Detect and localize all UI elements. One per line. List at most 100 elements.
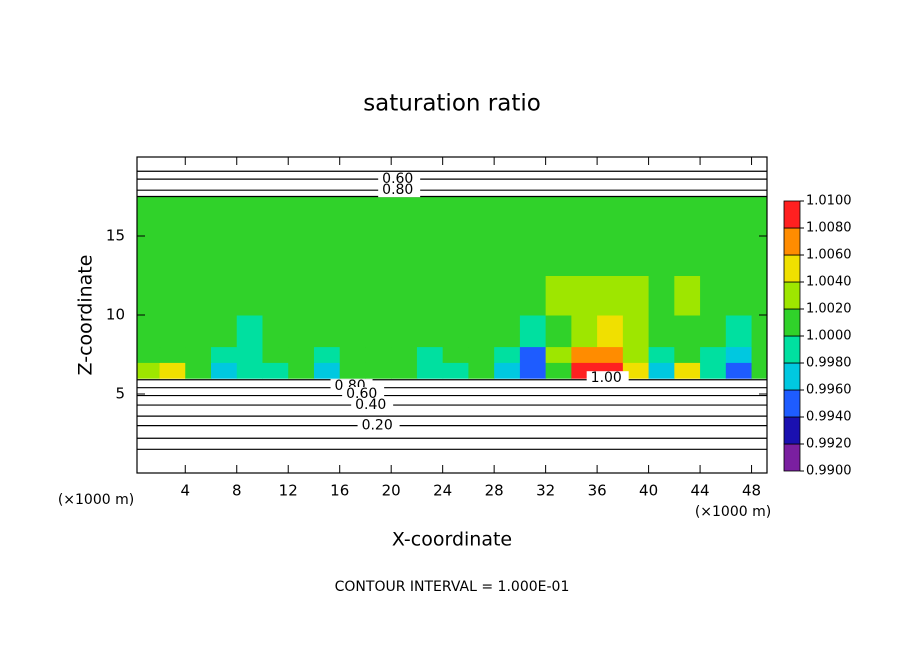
field (137, 196, 767, 379)
contour-interval-note: CONTOUR INTERVAL = 1.000E-01 (335, 579, 570, 595)
field-cell (622, 275, 650, 316)
field-cell (674, 362, 701, 379)
field-cell (159, 196, 186, 237)
field-cell (236, 196, 263, 237)
field-cell (622, 236, 650, 276)
field-cell (365, 346, 392, 363)
x-tick-label: 24 (433, 482, 452, 500)
field-cell (622, 315, 650, 348)
field-cell (648, 315, 675, 348)
field-cell (622, 346, 650, 363)
field-cell (674, 236, 701, 276)
field-cell (597, 236, 624, 276)
field-cell (416, 362, 444, 379)
field-cell (519, 236, 547, 276)
contour-label: 0.60 (382, 171, 413, 187)
field-cell (391, 362, 418, 379)
field-cell (700, 236, 727, 276)
y-tick-label: 10 (106, 306, 125, 324)
colorbar-swatch (783, 416, 801, 445)
field-cell (365, 315, 392, 348)
x-tick-label: 40 (639, 482, 658, 500)
field-cell (211, 236, 238, 276)
field-cell (159, 362, 186, 379)
field-cell (416, 346, 444, 363)
field-cell (159, 236, 186, 276)
colorbar-label: 0.9920 (806, 437, 852, 452)
field-cell (674, 315, 701, 348)
field-cell (365, 362, 392, 379)
x-unit-label: (×1000 m) (695, 504, 771, 520)
field-cell (519, 196, 547, 237)
field-cell (545, 196, 572, 237)
field-cell (648, 362, 675, 379)
y-axis-label: Z-coordinate (75, 255, 97, 376)
field-cell (288, 196, 315, 237)
colorbar-label: 1.0040 (806, 275, 852, 290)
field-cell (211, 362, 238, 379)
field-cell (700, 315, 727, 348)
field-cell (391, 196, 418, 237)
x-tick-label: 12 (279, 482, 298, 500)
colorbar-swatch (783, 389, 801, 418)
field-cell (494, 275, 521, 316)
field-cell (365, 275, 392, 316)
contour-label: 0.60 (346, 386, 377, 402)
field-cell (545, 236, 572, 276)
field-cell (236, 362, 263, 379)
field-cell (339, 236, 366, 276)
field-cell (519, 275, 547, 316)
field-cell (674, 196, 701, 237)
field-cell (725, 196, 753, 237)
field-cell (725, 362, 753, 379)
colorbar-swatch (783, 200, 801, 229)
contour-label: 1.00 (591, 370, 622, 386)
contour-label-bg (586, 371, 629, 386)
field-cell (185, 315, 212, 348)
colorbar-label: 0.9900 (806, 464, 852, 479)
colorbar-label: 1.0060 (806, 248, 852, 263)
field-cell (468, 236, 495, 276)
field-cell (494, 236, 521, 276)
field-cell (313, 346, 341, 363)
field-cell (339, 362, 366, 379)
field-cell (442, 236, 469, 276)
field-cell (185, 196, 212, 237)
contour-label: 0.40 (355, 397, 386, 413)
field-cell (159, 275, 186, 316)
field-cell (159, 346, 186, 363)
field-cell (262, 315, 289, 348)
field-cell (137, 315, 161, 348)
field-cell (416, 236, 444, 276)
x-tick-label: 36 (588, 482, 607, 500)
field-cell (442, 315, 469, 348)
field-cell (391, 346, 418, 363)
field-cell (185, 236, 212, 276)
colorbar-swatch (783, 281, 801, 310)
field-cell (339, 196, 366, 237)
field-cell (137, 196, 161, 237)
field-cell (137, 236, 161, 276)
field-cell (571, 315, 598, 348)
contour-label: 0.20 (362, 418, 393, 434)
field-cell (442, 362, 469, 379)
field-cell (648, 346, 675, 363)
field-cell (137, 346, 161, 363)
field-cell (416, 315, 444, 348)
field-cell (725, 275, 753, 316)
contour-label: 0.80 (382, 182, 413, 198)
x-tick-label: 48 (742, 482, 761, 500)
field-cell (597, 346, 624, 363)
field-cell (468, 346, 495, 363)
x-tick-label: 4 (180, 482, 190, 500)
field-cell (137, 362, 161, 379)
field-cell (262, 362, 289, 379)
contour-label-bg (351, 398, 394, 413)
x-tick-label: 28 (485, 482, 504, 500)
colorbar-swatch (783, 308, 801, 337)
field-cell (211, 196, 238, 237)
colorbar-swatch (783, 443, 801, 472)
x-tick-label: 20 (382, 482, 401, 500)
